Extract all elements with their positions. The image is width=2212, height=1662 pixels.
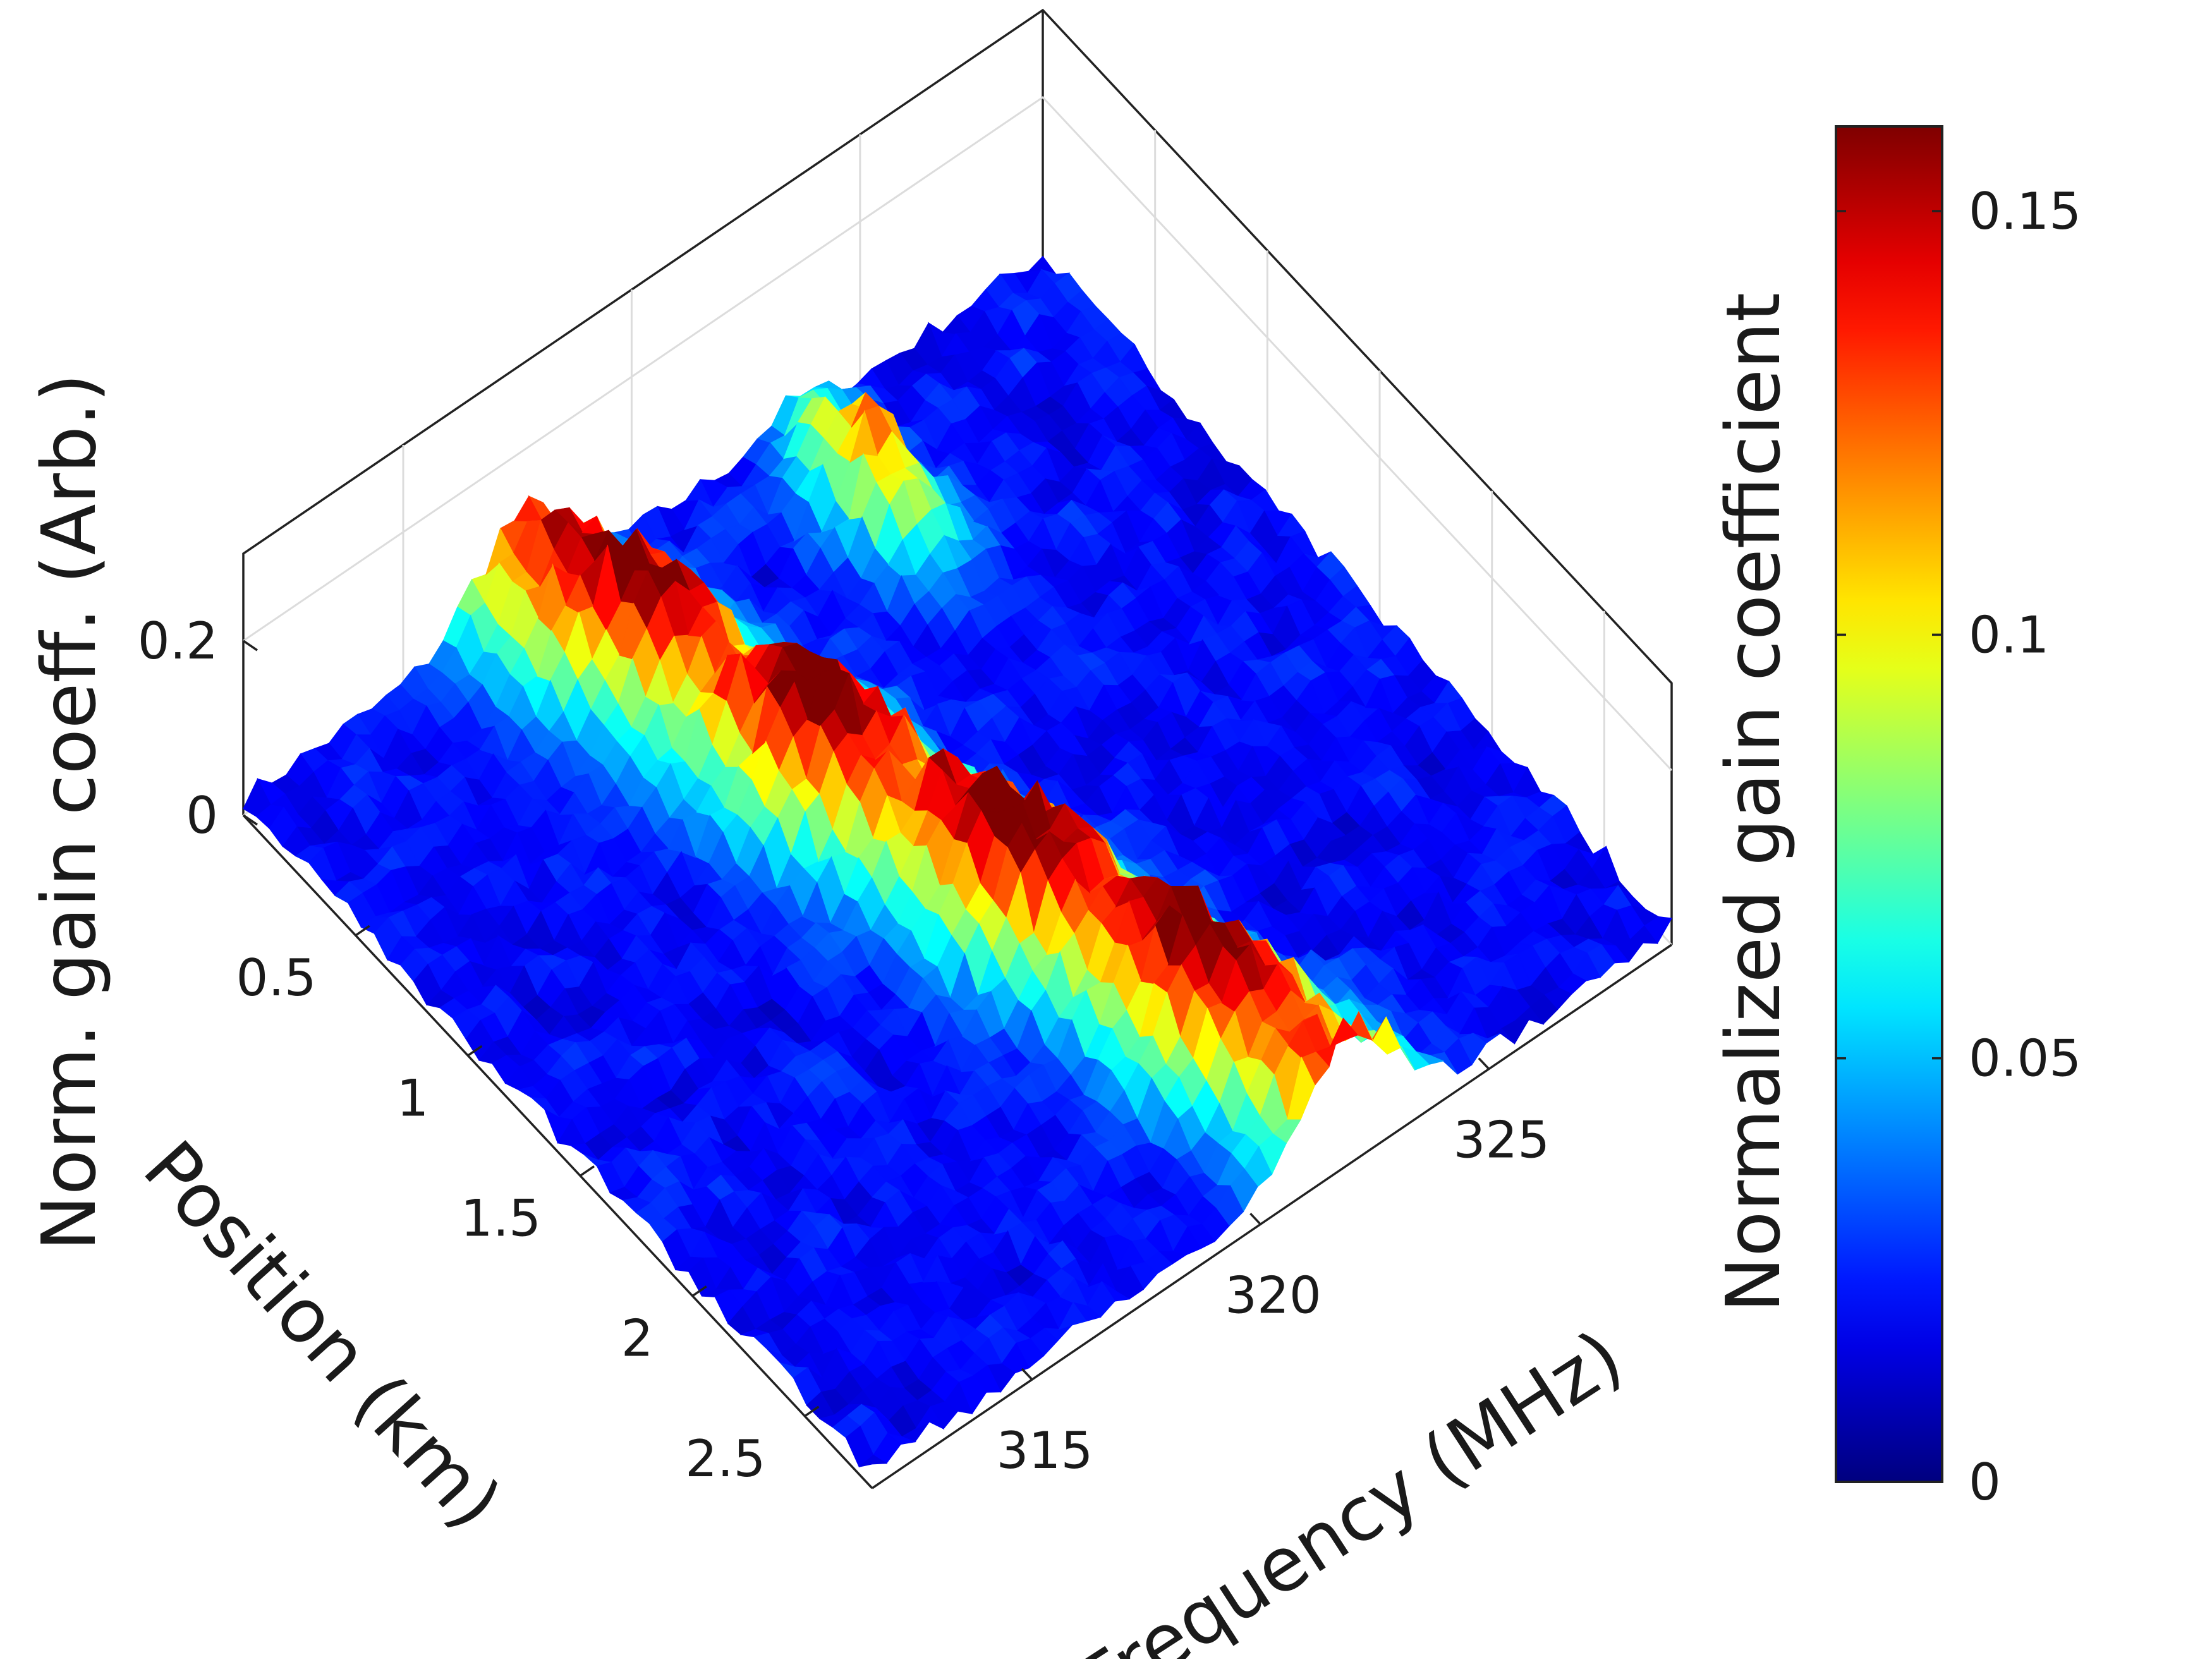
surface-cell [875,744,903,765]
surface-cell [1329,1017,1359,1048]
colorbar-tick-label: 0 [1969,1453,2001,1512]
colorbar-tick-label: 0.05 [1969,1029,2081,1088]
surface-cell [592,545,621,631]
y-tick-label: 1.5 [461,1189,541,1248]
colorbar-title: Normalized gain coefficient [1710,293,1797,1313]
y-axis-title: Position (km) [127,1124,518,1545]
surface-cell [539,549,568,587]
colorbar-tick-label: 0.1 [1969,605,2049,664]
x-tick-label: 320 [1225,1266,1322,1325]
z-tick-label: 0.2 [138,612,218,670]
x-tick-label: 325 [1454,1111,1550,1170]
y-tick-label: 1 [396,1069,428,1127]
z-tick-label: 0 [186,786,218,845]
surface-cell [915,1405,945,1430]
surface-cell [858,1454,888,1467]
colorbar-gradient [1835,125,1943,1483]
colorbar-ticks: 0 0.05 0.1 0.15 [1836,182,2081,1512]
colorbar: 0 0.05 0.1 0.15 Normalized gain coefficient [1710,125,2081,1512]
z-axis-ticks: 00.2 [138,612,258,845]
surface-cell [1424,875,1454,904]
surface-cell [849,409,878,463]
x-axis-title: Frequency (MHz) [1064,1313,1638,1659]
surface-cell [502,832,532,866]
surface-cell [1372,1016,1401,1055]
x-axis-ticks: 315 320 325 [997,1057,1550,1480]
surface-cell [1058,1302,1087,1330]
y-tick-label: 2.5 [685,1429,765,1488]
x-tick-label: 315 [997,1421,1093,1480]
gain-surface [243,255,1672,1468]
colorbar-tick-label: 0.15 [1969,182,2081,241]
y-axis-ticks: 0.5 1 1.5 2 2.5 [236,925,820,1488]
front-axes [242,814,1672,1489]
surface-cell [667,818,696,858]
y-tick-label: 0.5 [236,949,316,1007]
y-tick-label: 2 [621,1309,653,1368]
z-axis-title: Norm. gain coeff. (Arb.) [25,373,112,1251]
surface-cell [593,530,623,561]
